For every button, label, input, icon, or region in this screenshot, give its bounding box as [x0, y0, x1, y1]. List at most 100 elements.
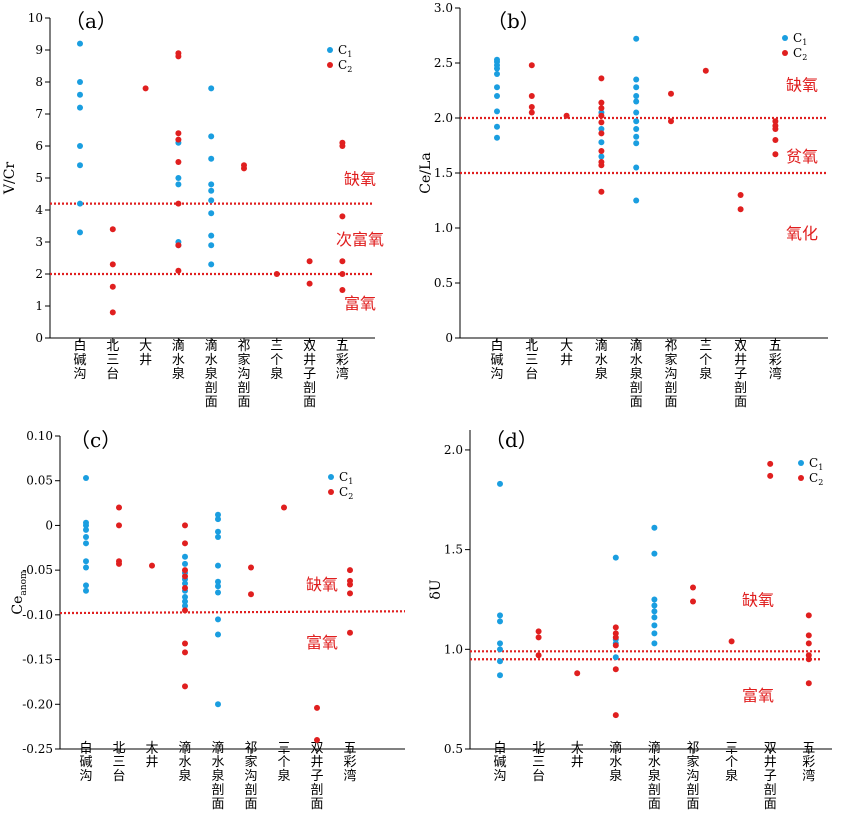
data-point-c1 — [208, 85, 215, 92]
data-point-c2 — [535, 628, 542, 635]
data-point-c1 — [83, 475, 89, 482]
data-point-c1 — [215, 589, 221, 596]
panel-label: （a） — [65, 9, 117, 33]
category-label: 双井子剖面 — [310, 741, 323, 812]
data-point-c2 — [142, 85, 149, 92]
category-label: 五彩湾 — [802, 741, 815, 784]
data-point-c1 — [182, 602, 188, 609]
zone-label: 富氧 — [344, 294, 376, 313]
data-point-c2 — [612, 712, 619, 719]
panel-label: （c） — [70, 428, 121, 452]
y-tick-label: 2.0 — [434, 111, 453, 125]
data-point-c1 — [182, 593, 188, 600]
panel-c: -0.25 -0.20 -0.15 -0.10 -0.05 0 0.05 0.10 白碱沟 北三台… — [10, 428, 406, 812]
data-point-c2 — [528, 62, 535, 69]
data-point-c1 — [651, 640, 658, 647]
data-point-c1 — [83, 558, 89, 565]
category-label: 滴水泉 — [609, 740, 622, 784]
category-label: 大井 — [571, 741, 584, 770]
category-label: 双井子剖面 — [303, 339, 316, 410]
category-label: 滴水泉 — [178, 740, 191, 784]
data-point-c1 — [208, 133, 215, 140]
data-point-c2 — [109, 283, 116, 290]
legend-marker — [327, 62, 333, 68]
data-point-c2 — [109, 261, 116, 268]
data-point-c1 — [208, 197, 215, 204]
threshold-line — [59, 610, 406, 615]
data-point-c1 — [494, 134, 500, 141]
data-point-c2 — [598, 162, 605, 169]
data-point-c1 — [77, 91, 83, 98]
y-tick-label: 3.0 — [434, 1, 453, 15]
data-point-c1 — [651, 524, 658, 531]
data-point-c2 — [612, 624, 619, 631]
data-point-c1 — [497, 480, 503, 487]
y-tick-label: 1.5 — [444, 543, 463, 557]
legend-label: C1 — [793, 31, 807, 47]
zone-label: 次富氧 — [336, 230, 384, 249]
data-point-c2 — [339, 287, 346, 293]
data-point-c1 — [182, 553, 188, 560]
data-point-c2 — [241, 165, 247, 172]
data-point-c1 — [651, 622, 658, 629]
data-point-c2 — [772, 126, 779, 132]
data-point-c1 — [494, 123, 500, 130]
y-tick-label: 2 — [35, 267, 43, 281]
data-point-c1 — [83, 540, 89, 547]
data-point-c2 — [535, 634, 542, 641]
data-point-c1 — [633, 126, 640, 132]
data-point-c1 — [633, 109, 640, 116]
data-point-c1 — [215, 701, 221, 708]
category-label: 滴水泉剖面 — [630, 338, 643, 410]
data-point-c2 — [281, 504, 287, 511]
data-point-c1 — [633, 140, 640, 147]
data-point-c1 — [77, 79, 83, 85]
category-label: 五彩湾 — [769, 339, 782, 382]
legend-label: C2 — [793, 46, 807, 62]
category-label: 祁家沟剖面 — [244, 741, 257, 812]
data-point-c1 — [208, 155, 215, 162]
data-point-c1 — [208, 187, 215, 194]
category-label: 三个泉 — [270, 339, 283, 382]
data-point-c2 — [668, 90, 674, 97]
data-point-c2 — [109, 309, 116, 316]
y-tick-label: 7 — [35, 107, 43, 121]
y-tick-label: 3 — [35, 235, 43, 249]
data-point-c2 — [772, 151, 779, 158]
data-point-c2 — [772, 118, 779, 125]
data-point-c2 — [805, 656, 812, 663]
data-point-c2 — [182, 640, 188, 647]
data-point-c1 — [633, 35, 640, 42]
category-label: 北三台 — [112, 741, 125, 784]
data-point-c2 — [109, 226, 116, 233]
data-point-c1 — [215, 578, 221, 585]
data-point-c2 — [175, 242, 182, 249]
data-point-c2 — [772, 137, 779, 143]
data-point-c1 — [651, 602, 658, 609]
data-point-c1 — [633, 197, 640, 204]
data-point-c2 — [314, 704, 320, 711]
data-point-c2 — [347, 581, 353, 588]
data-point-c2 — [598, 130, 605, 137]
data-point-c2 — [116, 504, 122, 511]
data-point-c1 — [598, 153, 605, 160]
legend-label: C1 — [338, 43, 352, 59]
data-point-c2 — [175, 159, 182, 165]
data-point-c1 — [83, 564, 89, 571]
data-point-c1 — [633, 133, 640, 140]
category-label: 大井 — [560, 339, 573, 368]
y-tick-label: 4 — [35, 203, 43, 217]
y-tick-label: 10 — [28, 11, 43, 25]
data-point-c1 — [175, 181, 182, 188]
data-point-c2 — [598, 75, 605, 82]
data-point-c2 — [248, 591, 254, 598]
zone-label: 氧化 — [786, 224, 818, 243]
data-point-c2 — [598, 119, 605, 126]
data-point-c2 — [612, 642, 619, 649]
data-point-c1 — [497, 612, 503, 619]
y-tick-label: 6 — [35, 139, 43, 153]
zone-label: 富氧 — [742, 686, 774, 705]
y-tick-label: -0.05 — [22, 563, 53, 577]
